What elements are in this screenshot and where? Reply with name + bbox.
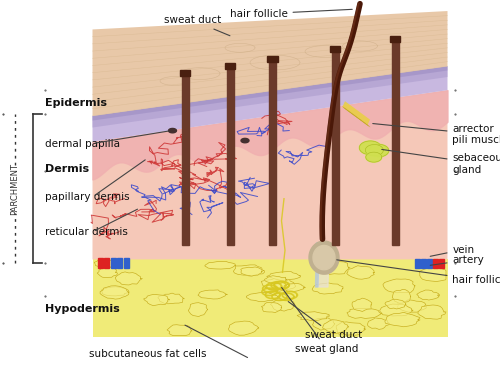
Text: dermal papilla: dermal papilla (45, 138, 120, 149)
Polygon shape (262, 278, 296, 291)
Text: artery: artery (430, 255, 484, 265)
Polygon shape (392, 38, 398, 245)
Polygon shape (346, 266, 374, 279)
Polygon shape (309, 241, 339, 274)
Polygon shape (98, 258, 102, 268)
Polygon shape (415, 259, 420, 268)
Polygon shape (392, 289, 410, 304)
Polygon shape (270, 300, 295, 311)
Polygon shape (188, 302, 208, 316)
Polygon shape (241, 138, 249, 143)
Polygon shape (352, 298, 372, 311)
Text: papillary dermis: papillary dermis (45, 192, 130, 202)
Polygon shape (92, 259, 448, 337)
Polygon shape (380, 304, 413, 316)
Polygon shape (368, 318, 389, 329)
Text: Epidermis: Epidermis (45, 98, 107, 108)
Polygon shape (97, 267, 117, 277)
Polygon shape (366, 152, 382, 162)
Polygon shape (421, 259, 426, 268)
Polygon shape (92, 11, 448, 116)
Polygon shape (313, 245, 335, 270)
Polygon shape (168, 128, 176, 133)
Polygon shape (116, 272, 142, 285)
Polygon shape (297, 312, 330, 321)
Polygon shape (418, 305, 446, 319)
Polygon shape (397, 300, 426, 312)
Polygon shape (228, 321, 258, 335)
Polygon shape (433, 259, 438, 268)
Text: hair follicle: hair follicle (230, 9, 352, 19)
Polygon shape (317, 261, 350, 275)
Polygon shape (284, 284, 305, 291)
Polygon shape (158, 293, 184, 304)
Polygon shape (390, 36, 400, 42)
Polygon shape (124, 258, 128, 268)
Polygon shape (92, 66, 448, 142)
Polygon shape (180, 70, 190, 76)
Text: Hypodermis: Hypodermis (45, 304, 120, 314)
Text: vein: vein (430, 244, 474, 256)
Polygon shape (419, 268, 446, 282)
Text: Dermis: Dermis (45, 164, 89, 174)
Polygon shape (385, 312, 420, 327)
Polygon shape (330, 46, 340, 52)
Polygon shape (198, 290, 227, 299)
Polygon shape (117, 258, 122, 268)
Polygon shape (110, 258, 116, 268)
Polygon shape (234, 265, 264, 276)
Polygon shape (332, 47, 338, 245)
Text: sebaceous
gland: sebaceous gland (382, 149, 500, 174)
Text: sweat duct: sweat duct (288, 301, 362, 340)
Polygon shape (92, 66, 448, 128)
Polygon shape (182, 72, 188, 245)
Polygon shape (226, 64, 234, 245)
Polygon shape (439, 259, 444, 268)
Polygon shape (417, 290, 440, 300)
Polygon shape (369, 144, 389, 157)
Polygon shape (385, 299, 406, 309)
Polygon shape (360, 141, 382, 155)
Polygon shape (264, 276, 287, 284)
Polygon shape (246, 293, 279, 302)
Polygon shape (167, 325, 192, 336)
Polygon shape (144, 294, 170, 306)
Polygon shape (322, 320, 348, 333)
Polygon shape (316, 243, 319, 287)
Polygon shape (312, 318, 334, 330)
Polygon shape (94, 261, 114, 268)
Polygon shape (383, 279, 415, 293)
Polygon shape (102, 287, 129, 296)
Polygon shape (268, 56, 278, 62)
Polygon shape (269, 57, 276, 245)
Text: PARCHMENT: PARCHMENT (10, 163, 20, 215)
Text: sweat gland: sweat gland (282, 287, 358, 354)
Text: arrector
pili muscle: arrector pili muscle (373, 124, 500, 145)
Text: reticular dermis: reticular dermis (45, 227, 128, 237)
Text: sweat duct: sweat duct (164, 15, 230, 36)
Text: subcutaneous fat cells: subcutaneous fat cells (89, 349, 206, 359)
Polygon shape (225, 63, 235, 69)
Polygon shape (342, 101, 370, 125)
Polygon shape (104, 258, 109, 268)
Polygon shape (312, 283, 343, 294)
Polygon shape (347, 308, 382, 318)
Polygon shape (92, 66, 448, 121)
Polygon shape (366, 145, 384, 156)
Text: hair follicle: hair follicle (336, 260, 500, 286)
Polygon shape (427, 259, 432, 268)
Polygon shape (100, 286, 129, 299)
Polygon shape (266, 272, 300, 280)
Polygon shape (241, 267, 262, 276)
Polygon shape (92, 90, 448, 259)
Polygon shape (336, 322, 366, 335)
Polygon shape (204, 261, 236, 269)
Polygon shape (262, 302, 281, 312)
Polygon shape (318, 243, 329, 287)
